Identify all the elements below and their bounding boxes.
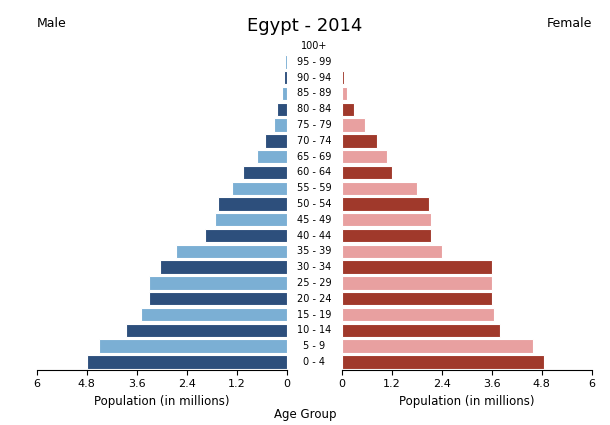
Bar xyxy=(342,71,344,85)
Bar xyxy=(342,308,493,321)
Bar xyxy=(176,245,287,258)
Bar xyxy=(286,40,287,53)
Text: 85 - 89: 85 - 89 xyxy=(297,88,331,99)
Bar xyxy=(278,102,287,116)
Bar xyxy=(342,355,544,368)
Bar xyxy=(342,213,431,227)
Bar xyxy=(265,134,287,147)
Bar xyxy=(342,292,492,306)
Bar xyxy=(232,181,287,195)
Bar xyxy=(160,261,287,274)
Bar xyxy=(284,71,287,85)
Bar xyxy=(126,323,287,337)
Text: 80 - 84: 80 - 84 xyxy=(297,104,331,114)
X-axis label: Population (in millions): Population (in millions) xyxy=(94,395,229,408)
Bar xyxy=(149,292,287,306)
Bar xyxy=(342,150,387,163)
Bar xyxy=(243,166,287,179)
Bar xyxy=(342,102,354,116)
Text: Female: Female xyxy=(547,17,592,30)
Text: Age Group: Age Group xyxy=(274,408,336,421)
Text: Egypt - 2014: Egypt - 2014 xyxy=(247,17,363,35)
Bar xyxy=(206,229,287,242)
Bar xyxy=(99,339,287,353)
Bar xyxy=(274,119,287,132)
Text: 20 - 24: 20 - 24 xyxy=(297,294,331,304)
Bar xyxy=(282,87,287,100)
Bar xyxy=(342,323,500,337)
Text: 40 - 44: 40 - 44 xyxy=(297,231,331,241)
Text: 0 - 4: 0 - 4 xyxy=(303,357,325,367)
Bar xyxy=(342,245,442,258)
Bar xyxy=(342,87,347,100)
X-axis label: Population (in millions): Population (in millions) xyxy=(399,395,534,408)
Bar xyxy=(342,119,365,132)
Text: 95 - 99: 95 - 99 xyxy=(297,57,331,67)
Text: 90 - 94: 90 - 94 xyxy=(297,73,331,83)
Text: 35 - 39: 35 - 39 xyxy=(297,246,331,256)
Text: 65 - 69: 65 - 69 xyxy=(297,152,331,162)
Text: 25 - 29: 25 - 29 xyxy=(297,278,331,288)
Text: 10 - 14: 10 - 14 xyxy=(297,325,331,335)
Text: 15 - 19: 15 - 19 xyxy=(297,309,331,320)
Bar xyxy=(342,197,429,211)
Bar xyxy=(342,134,377,147)
Text: 50 - 54: 50 - 54 xyxy=(297,199,331,209)
Bar xyxy=(141,308,287,321)
Bar xyxy=(342,229,431,242)
Text: Male: Male xyxy=(37,17,66,30)
Bar xyxy=(149,276,287,290)
Bar xyxy=(342,166,392,179)
Bar xyxy=(87,355,287,368)
Bar xyxy=(218,197,287,211)
Bar xyxy=(342,339,533,353)
Text: 55 - 59: 55 - 59 xyxy=(297,183,331,193)
Text: 75 - 79: 75 - 79 xyxy=(297,120,331,130)
Bar xyxy=(257,150,287,163)
Bar xyxy=(342,261,492,274)
Bar xyxy=(285,55,287,69)
Text: 5 - 9: 5 - 9 xyxy=(303,341,325,351)
Text: 30 - 34: 30 - 34 xyxy=(297,262,331,272)
Text: 45 - 49: 45 - 49 xyxy=(297,215,331,225)
Bar xyxy=(342,181,417,195)
Bar xyxy=(342,276,492,290)
Text: 70 - 74: 70 - 74 xyxy=(297,136,331,146)
Text: 60 - 64: 60 - 64 xyxy=(297,167,331,177)
Bar xyxy=(215,213,287,227)
Text: 100+: 100+ xyxy=(301,41,328,51)
